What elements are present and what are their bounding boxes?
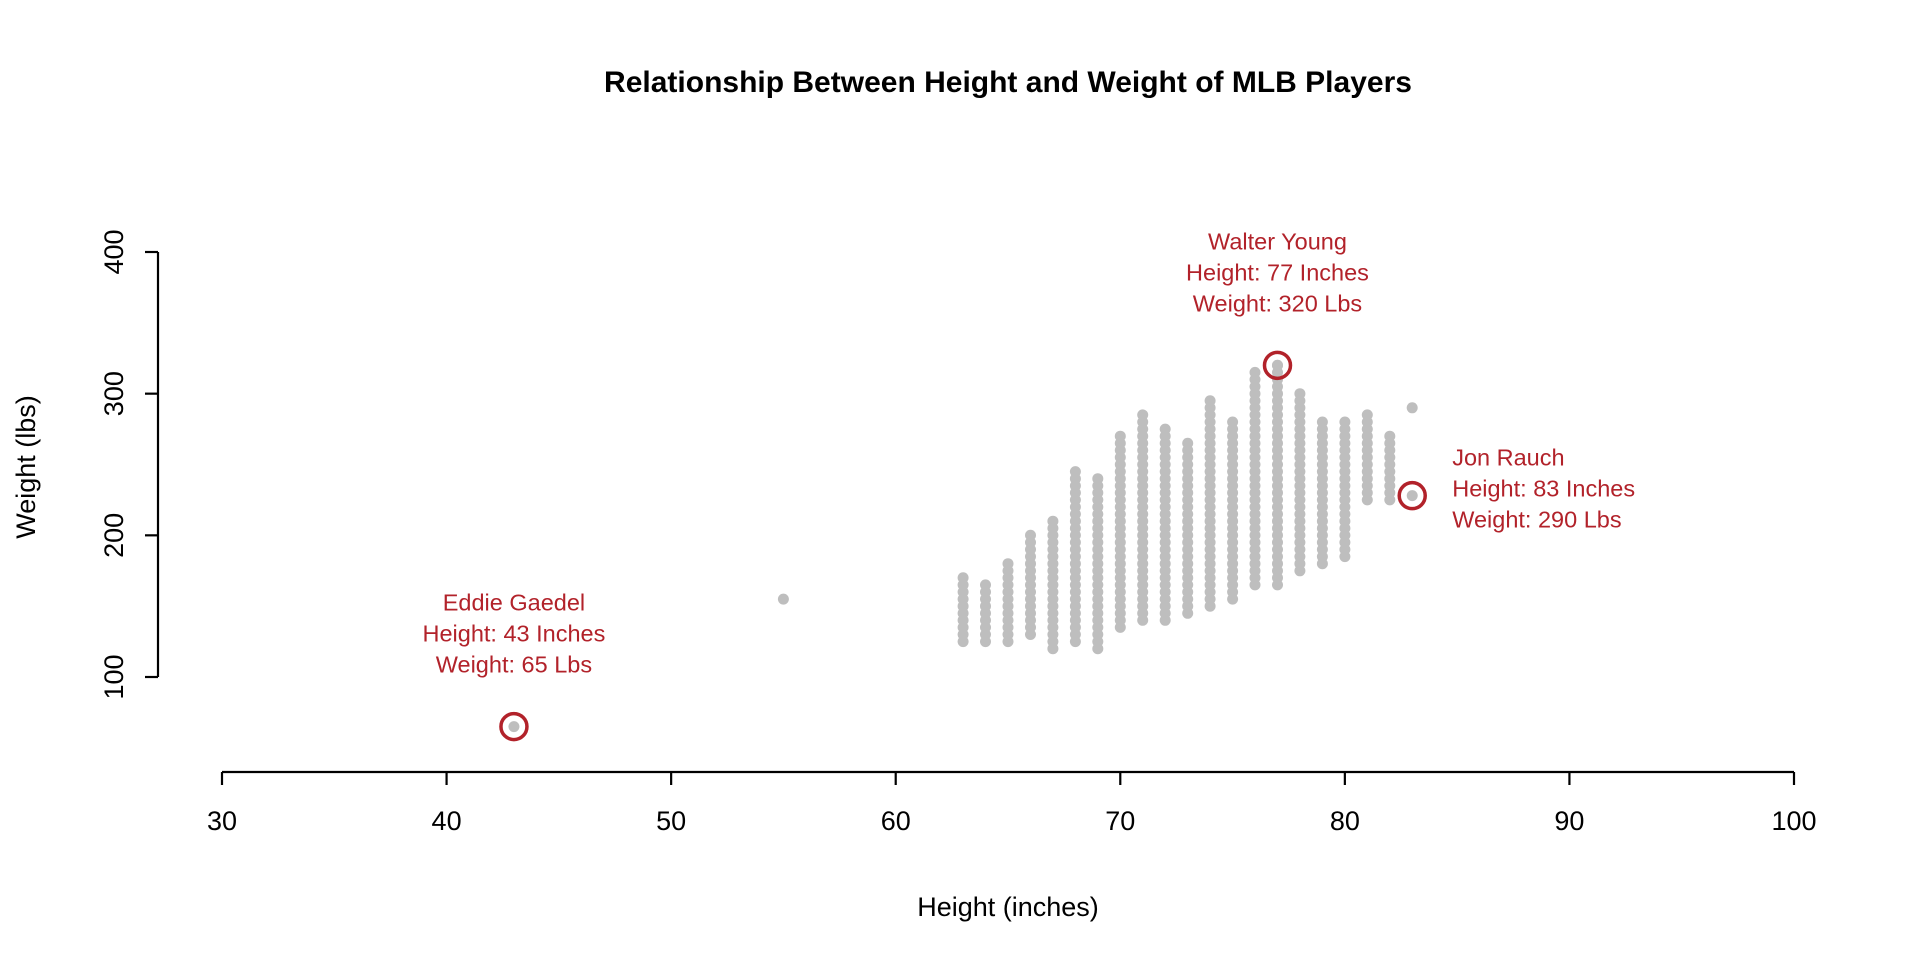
chart-title: Relationship Between Height and Weight o… xyxy=(604,66,1412,99)
data-point xyxy=(1182,437,1194,449)
highlight-ring xyxy=(1262,350,1293,381)
annotation-line: Height: 83 Inches xyxy=(1452,476,1635,502)
data-point xyxy=(1316,416,1328,428)
data-point xyxy=(957,572,969,584)
data-point xyxy=(1137,409,1149,421)
data-point xyxy=(1114,430,1126,442)
x-tick-label: 80 xyxy=(1330,806,1360,836)
data-point xyxy=(1339,416,1351,428)
data-point xyxy=(1204,395,1216,407)
data-point xyxy=(777,593,789,605)
data-point xyxy=(1227,416,1239,428)
y-tick-label: 100 xyxy=(99,654,129,699)
axes: 30 40 50 60 70 80 90 100 100 200 300 400 xyxy=(99,229,1817,836)
x-tick-label: 70 xyxy=(1105,806,1135,836)
data-point xyxy=(1384,430,1396,442)
y-tick-label: 300 xyxy=(99,371,129,416)
x-tick-label: 50 xyxy=(656,806,686,836)
annotation-line: Weight: 65 Lbs xyxy=(436,652,592,678)
highlighted-players: Eddie Gaedel Height: 43 Inches Weight: 65 … xyxy=(422,228,1635,742)
data-point xyxy=(1159,423,1171,435)
data-point xyxy=(1069,466,1081,478)
player-annotation: Eddie Gaedel Height: 43 Inches Weight: 65 … xyxy=(422,590,605,678)
annotation-line: Height: 43 Inches xyxy=(422,621,605,647)
data-point xyxy=(1047,515,1059,527)
data-point xyxy=(1294,388,1306,400)
annotation-line: Weight: 290 Lbs xyxy=(1452,507,1621,533)
annotation-line: Jon Rauch xyxy=(1452,445,1564,471)
player-annotation: Jon Rauch Height: 83 Inches Weight: 290 Lb… xyxy=(1452,445,1635,533)
x-axis-label: Height (inches) xyxy=(917,892,1099,922)
data-point xyxy=(1025,529,1036,541)
highlight-ring xyxy=(499,711,529,742)
x-tick-label: 30 xyxy=(207,806,237,836)
highlight-point xyxy=(508,721,520,733)
y-axis-label: Weight (lbs) xyxy=(11,395,41,539)
data-point xyxy=(1361,409,1373,421)
annotation-line: Weight: 320 Lbs xyxy=(1193,290,1362,316)
x-tick-label: 100 xyxy=(1771,806,1816,836)
annotation-line: Walter Young xyxy=(1208,228,1347,254)
x-tick-label: 60 xyxy=(881,806,911,836)
data-point xyxy=(1092,473,1104,485)
highlight-point xyxy=(1271,359,1283,371)
data-point xyxy=(1249,366,1261,378)
player-annotation: Walter Young Height: 77 Inches Weight: 320… xyxy=(1186,228,1369,316)
x-tick-label: 40 xyxy=(432,806,462,836)
annotation-line: Eddie Gaedel xyxy=(443,590,585,616)
highlight-point xyxy=(1406,490,1418,502)
data-points xyxy=(777,359,1418,655)
data-point xyxy=(980,579,991,591)
y-tick-label: 400 xyxy=(99,229,129,274)
data-point xyxy=(1406,402,1418,414)
highlight-ring xyxy=(1397,480,1427,511)
x-tick-label: 90 xyxy=(1554,806,1584,836)
annotation-line: Height: 77 Inches xyxy=(1186,259,1369,285)
y-tick-label: 200 xyxy=(99,513,129,558)
data-point xyxy=(1002,558,1014,570)
